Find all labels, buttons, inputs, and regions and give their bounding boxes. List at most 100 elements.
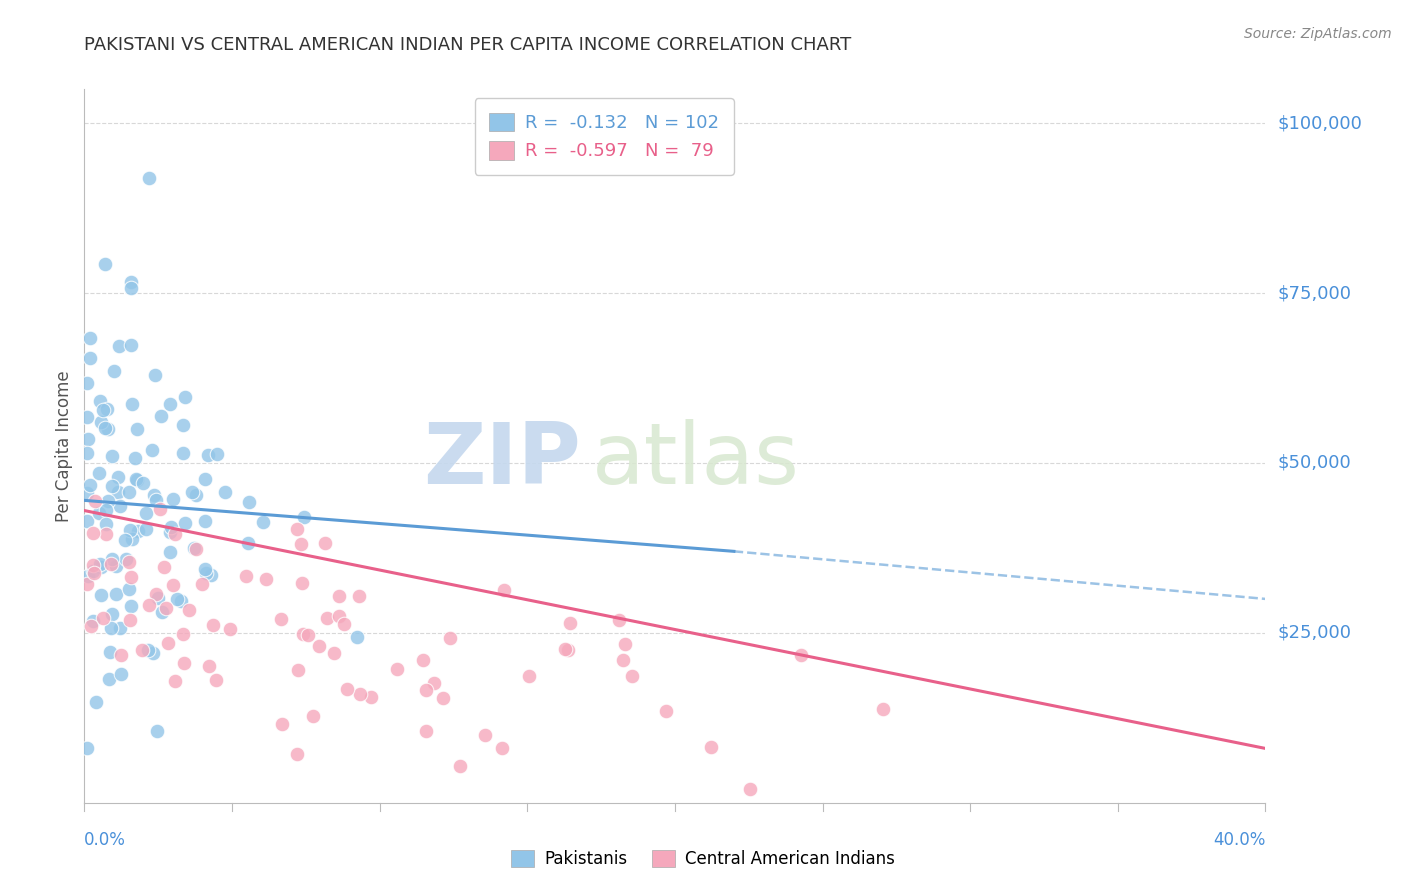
Point	[100, 621, 122, 635]
Point	[84, 695, 107, 709]
Point	[790, 648, 813, 662]
Point	[93, 256, 115, 270]
Point	[96, 527, 118, 541]
Point	[328, 590, 350, 604]
Point	[156, 636, 179, 650]
Point	[654, 704, 676, 718]
Point	[328, 609, 350, 624]
Point	[183, 541, 205, 555]
Point	[89, 394, 111, 409]
Point	[620, 669, 643, 683]
Point	[165, 526, 187, 541]
Text: Source: ZipAtlas.com: Source: ZipAtlas.com	[1244, 27, 1392, 41]
Point	[166, 591, 188, 606]
Point	[121, 397, 143, 411]
Point	[159, 525, 181, 540]
Point	[292, 627, 315, 641]
Text: $25,000: $25,000	[1277, 624, 1351, 642]
Point	[121, 533, 143, 547]
Point	[97, 672, 120, 686]
Point	[412, 653, 434, 667]
Point	[198, 658, 221, 673]
Point	[125, 472, 148, 486]
Point	[152, 606, 174, 620]
Point	[148, 591, 170, 606]
Legend: R =  -0.132   N = 102, R =  -0.597   N =  79: R = -0.132 N = 102, R = -0.597 N = 79	[474, 98, 734, 175]
Point	[314, 536, 336, 550]
Point	[297, 628, 319, 642]
Point	[135, 506, 157, 520]
Point	[291, 575, 314, 590]
Point	[235, 568, 257, 582]
Point	[120, 599, 142, 614]
Point	[150, 409, 173, 424]
Text: 40.0%: 40.0%	[1213, 831, 1265, 849]
Point	[114, 533, 136, 548]
Point	[558, 615, 581, 630]
Point	[138, 599, 160, 613]
Point	[191, 577, 214, 591]
Point	[360, 690, 382, 705]
Point	[254, 572, 277, 586]
Point	[90, 559, 112, 574]
Point	[287, 663, 309, 677]
Point	[290, 536, 312, 550]
Point	[76, 741, 98, 756]
Point	[87, 506, 110, 520]
Point	[96, 402, 118, 417]
Point	[554, 641, 576, 656]
Point	[131, 642, 153, 657]
Point	[349, 687, 371, 701]
Point	[181, 485, 204, 500]
Point	[270, 612, 292, 626]
Point	[218, 622, 240, 636]
Point	[83, 566, 105, 581]
Point	[449, 758, 471, 772]
Point	[98, 645, 121, 659]
Point	[285, 747, 308, 761]
Point	[110, 648, 132, 663]
Point	[491, 741, 513, 756]
Point	[76, 577, 98, 591]
Point	[872, 702, 894, 716]
Point	[201, 618, 224, 632]
Point	[127, 473, 149, 487]
Point	[82, 526, 104, 541]
Point	[316, 611, 339, 625]
Point	[439, 631, 461, 645]
Point	[91, 403, 114, 417]
Point	[76, 514, 98, 528]
Point	[163, 674, 186, 689]
Point	[97, 494, 120, 508]
Point	[94, 516, 117, 531]
Point	[145, 492, 167, 507]
Point	[101, 607, 124, 621]
Point	[103, 364, 125, 378]
Point	[159, 544, 181, 558]
Point	[557, 642, 579, 657]
Legend: Pakistanis, Central American Indians: Pakistanis, Central American Indians	[503, 843, 903, 875]
Point	[82, 558, 104, 573]
Point	[87, 467, 110, 481]
Point	[323, 646, 346, 660]
Point	[76, 446, 98, 460]
Point	[173, 516, 195, 530]
Point	[285, 522, 308, 536]
Point	[118, 523, 141, 537]
Point	[118, 582, 141, 596]
Point	[292, 509, 315, 524]
Point	[336, 682, 359, 697]
Point	[83, 494, 105, 508]
Point	[76, 376, 98, 391]
Point	[120, 281, 142, 295]
Y-axis label: Per Capita Income: Per Capita Income	[55, 370, 73, 522]
Point	[607, 613, 630, 627]
Point	[270, 716, 292, 731]
Point	[172, 446, 194, 460]
Point	[101, 552, 124, 566]
Point	[170, 593, 193, 607]
Point	[200, 567, 222, 582]
Point	[474, 728, 496, 742]
Point	[415, 723, 437, 738]
Point	[699, 739, 721, 754]
